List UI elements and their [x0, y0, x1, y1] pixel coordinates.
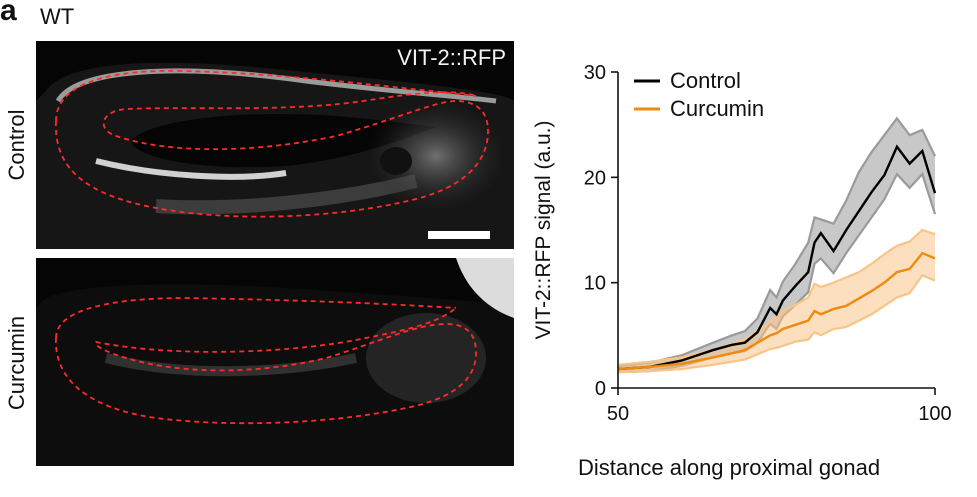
legend-label-0: Control: [670, 68, 741, 93]
series-line-0: [617, 144, 937, 371]
micrograph-curcumin: [36, 258, 514, 466]
x-tick-label-1: 100: [918, 403, 951, 425]
y-tick-label-2: 20: [584, 167, 606, 189]
series-band-upper-0: [617, 116, 936, 367]
x-tick-label-0: 50: [607, 403, 629, 425]
y-tick-label-3: 30: [584, 62, 606, 84]
series-band-lower-1: [617, 273, 936, 374]
series-line-1: [617, 251, 936, 371]
row-label-curcumin: Curcumin: [4, 315, 29, 411]
legend-label-1: Curcumin: [670, 96, 764, 121]
y-axis-label: VIT-2::RFP signal (a.u.): [532, 120, 555, 339]
y-tick-label-0: 0: [595, 378, 606, 400]
scale-bar: [428, 231, 490, 239]
genotype-label: WT: [40, 4, 75, 29]
row-label-control: Control: [4, 109, 29, 181]
micrograph-curcumin-image: [36, 258, 514, 466]
panel-letter: a: [0, 0, 17, 27]
micrograph-control: VIT-2::RFP: [36, 41, 514, 249]
channel-label: VIT-2::RFP: [397, 45, 506, 70]
x-axis-label: Distance along proximal gonad: [578, 455, 880, 480]
micrograph-control-image: [36, 62, 514, 249]
y-tick-label-1: 10: [584, 273, 606, 295]
